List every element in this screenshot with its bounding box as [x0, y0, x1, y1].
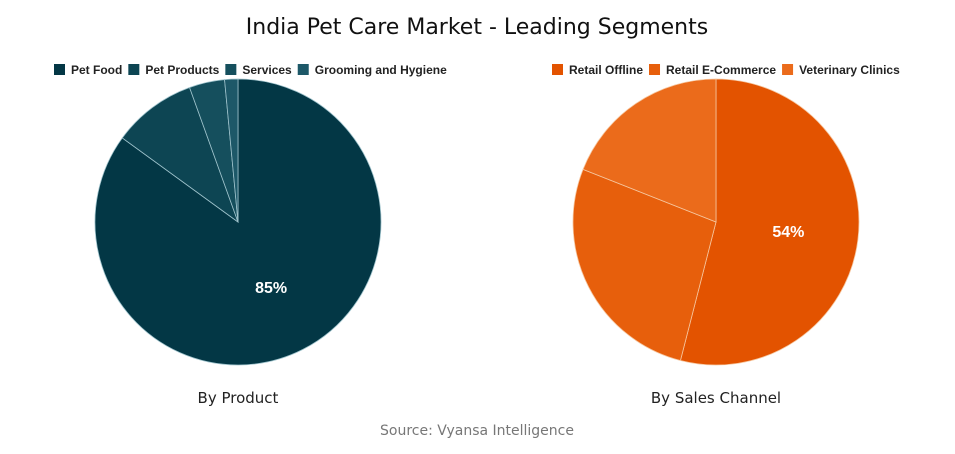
legend-swatch-veterinary-clinics [782, 64, 794, 75]
legend-item-retail-offline: Retail Offline [569, 63, 643, 77]
legend-swatch-pet-products [128, 64, 140, 75]
pie-slice-veterinary-clinics [582, 78, 717, 223]
legend-item-veterinary-clinics: Veterinary Clinics [799, 63, 900, 77]
legend-item-pet-food: Pet Food [71, 63, 122, 77]
chart-title: India Pet Care Market - Leading Segments [246, 15, 708, 40]
legend-swatch-grooming-and-hygiene [297, 64, 309, 75]
legend-swatch-retail-offline [552, 64, 563, 75]
legend-item-grooming-and-hygiene: Grooming and Hygiene [315, 63, 447, 77]
subtitle-by-sales-channel: By Sales Channel [651, 389, 781, 407]
legend-item-pet-products: Pet Products [145, 63, 219, 77]
source-note: Source: Vyansa Intelligence [380, 423, 574, 439]
pie-slice-pet-food [94, 78, 382, 366]
pie-by-product: 85% Pet Food Pet Products Services Grooming … [54, 63, 447, 366]
subtitle-by-product: By Product [198, 389, 279, 407]
pie-slice-retail-offline [679, 78, 860, 366]
legend-item-retail-e-commerce: Retail E-Commerce [666, 63, 776, 77]
pie-slice-retail-e-commerce [572, 168, 717, 361]
pie-by-sales-channel: 54% Retail Offline Retail E-Commerce Veteri… [552, 63, 900, 366]
legend-swatch-pet-food [54, 64, 65, 75]
legend-swatch-retail-e-commerce [649, 64, 661, 75]
legend-item-services: Services [242, 63, 292, 77]
pie-slice-grooming-and-hygiene [224, 78, 239, 223]
legend-swatch-services [225, 64, 237, 75]
data-label-pet-food: 85% [255, 280, 287, 297]
data-label-retail-offline: 54% [772, 224, 804, 241]
pie-slice-pet-products [121, 86, 239, 224]
